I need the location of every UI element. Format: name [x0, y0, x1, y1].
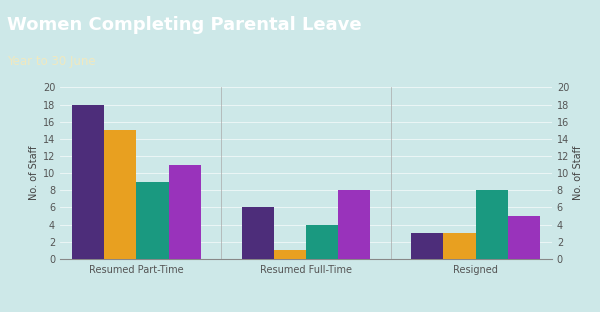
Bar	[508, 216, 540, 259]
Y-axis label: No. of Staff: No. of Staff	[574, 146, 583, 200]
Bar	[476, 190, 508, 259]
Y-axis label: No. of Staff: No. of Staff	[29, 146, 38, 200]
Bar	[104, 130, 136, 259]
Bar	[274, 250, 306, 259]
Bar	[242, 207, 274, 259]
Bar	[72, 105, 104, 259]
Bar	[169, 165, 201, 259]
Text: Year to 30 June: Year to 30 June	[7, 55, 96, 68]
Text: Women Completing Parental Leave: Women Completing Parental Leave	[7, 16, 362, 34]
Bar	[443, 233, 476, 259]
Bar	[411, 233, 443, 259]
Bar	[136, 182, 169, 259]
Bar	[306, 225, 338, 259]
Bar	[338, 190, 370, 259]
